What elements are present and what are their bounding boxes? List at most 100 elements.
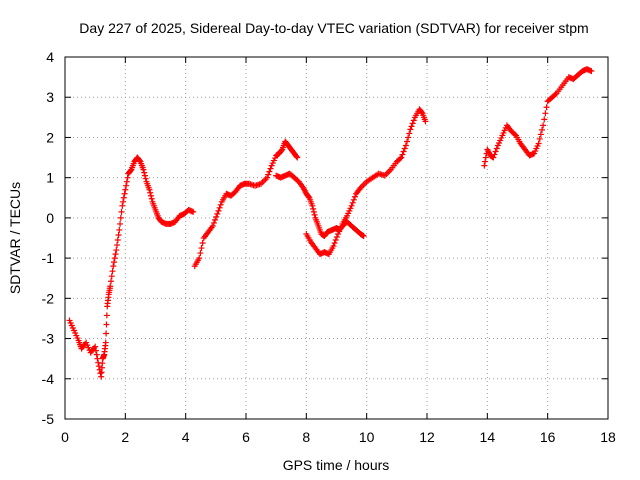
data-point bbox=[120, 198, 127, 205]
y-tick-label: -2 bbox=[42, 290, 55, 306]
y-tick-label: 4 bbox=[46, 49, 54, 65]
data-point bbox=[540, 122, 547, 129]
x-tick-label: 12 bbox=[419, 429, 435, 445]
data-point bbox=[310, 208, 317, 215]
data-point bbox=[92, 343, 99, 350]
data-point bbox=[214, 210, 221, 217]
data-point bbox=[482, 158, 489, 165]
data-point bbox=[103, 312, 110, 319]
data-point bbox=[422, 118, 429, 125]
y-tick-label: -1 bbox=[42, 250, 55, 266]
data-point bbox=[114, 242, 121, 249]
data-point bbox=[123, 182, 130, 189]
data-point bbox=[147, 189, 154, 196]
x-tick-label: 18 bbox=[600, 429, 616, 445]
data-point bbox=[148, 195, 155, 202]
data-point bbox=[349, 199, 356, 206]
data-point bbox=[116, 226, 123, 233]
data-point bbox=[348, 202, 355, 209]
data-point bbox=[111, 259, 118, 266]
data-point bbox=[118, 208, 125, 215]
x-tick-label: 4 bbox=[182, 429, 190, 445]
data-series-seg1 bbox=[66, 154, 197, 380]
data-point bbox=[216, 204, 223, 211]
grid-lines bbox=[65, 57, 608, 419]
x-tick-label: 0 bbox=[61, 429, 69, 445]
data-point bbox=[588, 68, 595, 75]
data-point bbox=[119, 202, 126, 209]
data-point bbox=[401, 145, 408, 152]
data-point bbox=[305, 193, 312, 200]
data-point bbox=[142, 175, 149, 182]
data-point bbox=[294, 154, 301, 161]
y-tick-label: 2 bbox=[46, 129, 54, 145]
y-tick-label: -5 bbox=[42, 411, 55, 427]
x-tick-label: 14 bbox=[480, 429, 496, 445]
data-point bbox=[418, 109, 425, 116]
x-tick-label: 10 bbox=[359, 429, 375, 445]
data-series-seg2 bbox=[191, 138, 301, 270]
data-point bbox=[140, 166, 147, 173]
data-point bbox=[114, 237, 121, 244]
data-point bbox=[136, 157, 143, 164]
data-point bbox=[332, 237, 339, 244]
data-point bbox=[481, 162, 488, 169]
data-point bbox=[121, 190, 128, 197]
data-point bbox=[92, 347, 99, 354]
data-series-seg4 bbox=[303, 106, 429, 258]
data-point bbox=[351, 193, 358, 200]
y-tick-label: -3 bbox=[42, 331, 55, 347]
data-point bbox=[405, 134, 412, 141]
data-point bbox=[278, 147, 285, 154]
data-point bbox=[409, 120, 416, 127]
data-point bbox=[199, 240, 206, 247]
data-point bbox=[198, 245, 205, 252]
data-point bbox=[113, 247, 120, 254]
data-point bbox=[265, 171, 272, 178]
data-point bbox=[120, 194, 127, 201]
data-point bbox=[196, 255, 203, 262]
data-point bbox=[115, 231, 122, 238]
data-point bbox=[267, 165, 274, 172]
data-point bbox=[406, 130, 413, 137]
data-point bbox=[331, 240, 338, 247]
data-series-seg5 bbox=[481, 66, 595, 169]
data-point bbox=[535, 140, 542, 147]
data-point bbox=[511, 131, 518, 138]
data-point bbox=[97, 370, 104, 377]
y-axis-label: SDTVAR / TECUs bbox=[7, 182, 23, 294]
data-point bbox=[399, 151, 406, 158]
data-point bbox=[215, 207, 222, 214]
data-point bbox=[397, 155, 404, 162]
x-axis-label: GPS time / hours bbox=[283, 457, 390, 473]
data-point bbox=[330, 243, 337, 250]
data-point bbox=[108, 273, 115, 280]
data-point bbox=[122, 186, 129, 193]
data-point bbox=[350, 196, 357, 203]
data-point bbox=[293, 153, 300, 160]
data-point bbox=[141, 172, 148, 179]
data-point bbox=[103, 330, 110, 337]
plot-frame bbox=[64, 56, 609, 420]
data-point bbox=[212, 216, 219, 223]
y-tick-label: 0 bbox=[46, 210, 54, 226]
data-point bbox=[264, 174, 271, 181]
data-marks bbox=[66, 66, 595, 380]
data-point bbox=[310, 205, 317, 212]
y-tick-label: 3 bbox=[46, 89, 54, 105]
data-point bbox=[93, 351, 100, 358]
data-point bbox=[552, 91, 559, 98]
data-point bbox=[410, 117, 417, 124]
data-point bbox=[398, 154, 405, 161]
data-point bbox=[360, 232, 367, 239]
data-point bbox=[491, 151, 498, 158]
data-point bbox=[541, 116, 548, 123]
data-point bbox=[141, 169, 148, 176]
data-point bbox=[124, 174, 131, 181]
data-point bbox=[213, 213, 220, 220]
x-tick-label: 2 bbox=[121, 429, 129, 445]
x-tick-label: 8 bbox=[302, 429, 310, 445]
data-point bbox=[108, 278, 115, 285]
